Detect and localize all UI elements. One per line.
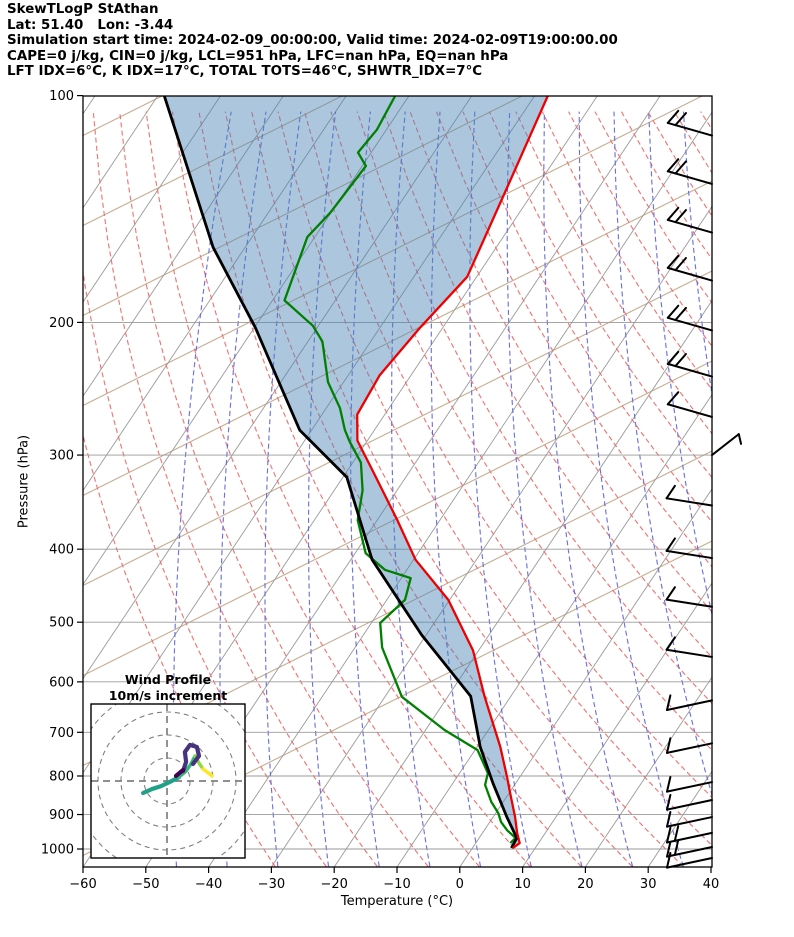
plot-background [83,96,712,867]
parcel-curve [162,96,519,849]
dewpoint-curve [283,96,517,844]
svg-text:800: 800 [49,769,74,784]
svg-text:−60: −60 [69,877,96,892]
svg-text:40: 40 [703,877,720,892]
svg-text:900: 900 [49,808,74,823]
hodograph-trace [141,742,214,796]
hodograph-title-line1: Wind Profile [125,672,211,687]
page-title: SkewTLogP StAthan [7,2,159,17]
svg-text:500: 500 [49,616,74,631]
hodograph-border [90,703,246,859]
svg-text:−20: −20 [320,877,347,892]
svg-text:30: 30 [640,877,657,892]
svg-text:700: 700 [49,726,74,741]
svg-text:200: 200 [49,316,74,331]
y-tick-labels: 100 200 300 400 500 600 700 800 900 1000 [41,89,74,857]
x-tick-labels: −60 −50 −40 −30 −20 −10 0 10 20 30 40 [69,877,719,892]
svg-text:1000: 1000 [41,843,74,858]
svg-text:−30: −30 [258,877,285,892]
svg-text:−50: −50 [132,877,159,892]
y-axis-label: Pressure (hPa) [16,434,32,529]
svg-text:600: 600 [49,675,74,690]
wind-barbs [665,109,743,869]
svg-text:−10: −10 [383,877,410,892]
svg-text:10: 10 [514,877,531,892]
negative-area-shading [164,96,548,848]
svg-text:−40: −40 [195,877,222,892]
svg-text:100: 100 [49,89,74,104]
header-sim-time: Simulation start time: 2024-02-09_00:00:… [7,33,618,48]
svg-text:400: 400 [49,543,74,558]
x-axis-label: Temperature (°C) [340,894,454,909]
y-axis-ticks [77,94,83,850]
x-axis-ticks [82,867,712,873]
header-coordinates: Lat: 51.40 Lon: -3.44 [7,17,174,33]
svg-text:0: 0 [456,877,464,892]
temperature-curve [356,96,549,849]
svg-text:300: 300 [49,449,74,464]
svg-text:20: 20 [577,877,594,892]
header-cape-line: CAPE=0 j/kg, CIN=0 j/kg, LCL=951 hPa, LF… [7,48,509,64]
header-indices-line: LFT IDX=6°C, K IDX=17°C, TOTAL TOTS=46°C… [7,64,483,79]
header-block: SkewTLogP StAthan Lat: 51.40 Lon: -3.44 … [7,2,618,80]
hodograph-title-line2: 10m/s increment [109,688,227,703]
